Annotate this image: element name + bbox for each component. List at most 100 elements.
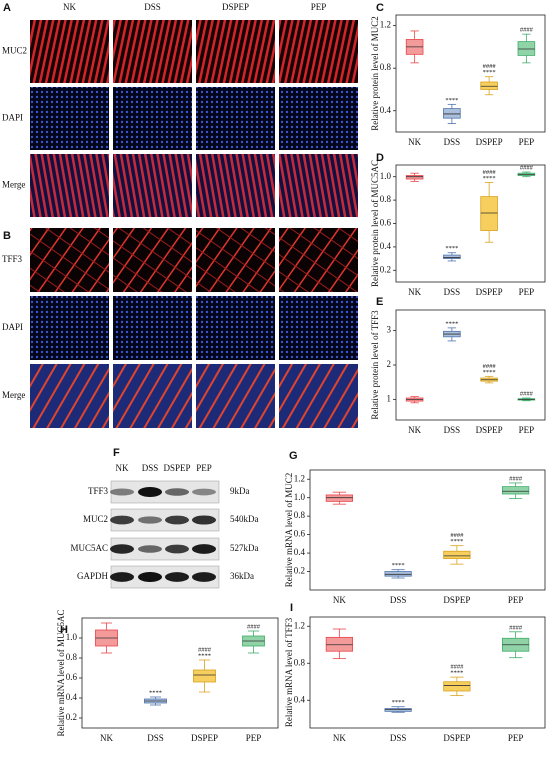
panel-letter: H [60,624,68,636]
y-tick-label: 0.4 [294,694,306,704]
x-tick-label: PEP [519,287,535,297]
y-tick-label: 0.8 [380,62,392,72]
x-tick-label: DSS [444,425,461,435]
blot-band [165,488,189,496]
panel-letter: A [3,2,11,14]
micrograph [113,228,192,292]
significance: #### [509,475,523,482]
blot-band [110,515,134,525]
box [384,571,412,577]
y-tick-label: 0.6 [66,672,78,682]
blot-column: DSPEP [163,463,190,473]
blot-band [192,544,216,554]
significance: **** [392,699,405,706]
blot-size: 9kDa [230,486,250,496]
micrograph [30,296,109,360]
box [443,550,471,560]
plot-frame [395,164,546,283]
y-tick-label: 0.8 [294,510,306,520]
y-tick-label: 0.4 [294,547,306,557]
box [502,486,530,495]
x-tick-label: DSS [444,287,461,297]
box [325,636,353,652]
panel-letter: B [3,230,11,242]
row-label: MUC2 [2,46,27,56]
blot-size: 527kDa [230,543,259,553]
x-tick-label: DSS [147,733,164,743]
row-label: DAPI [2,322,23,332]
y-tick-label: 0.8 [294,657,306,667]
significance: **** [149,689,162,696]
y-tick-label: 1.0 [380,171,392,181]
box [443,681,471,692]
micrograph [279,364,358,428]
plot-frame [309,469,546,591]
blot-band [138,572,162,582]
significance: #### [520,165,534,172]
significance: #### [450,532,464,539]
box [405,175,424,180]
y-axis-label: Relative protein level of MUC2 [370,16,380,130]
significance: **** [483,175,496,182]
y-tick-label: 0.2 [294,566,305,576]
micrograph [113,296,192,360]
blot-column: DSS [142,463,159,473]
box [325,494,353,502]
row-label: Merge [2,180,25,190]
plot-frame [395,309,546,421]
panel-letter: C [376,2,384,14]
blot-band [165,515,189,525]
panel-letter: F [113,447,120,459]
box [480,81,498,90]
plot-frame [395,14,546,133]
y-tick-label: 0.2 [380,264,391,274]
micrograph [113,154,192,217]
blot-band [138,487,162,497]
significance: **** [483,69,496,76]
y-tick-label: 1 [387,393,392,403]
significance: #### [520,27,534,34]
micrograph [30,364,109,428]
micrograph [279,87,358,150]
significance: #### [483,169,497,176]
box [443,108,461,119]
significance: **** [392,562,405,569]
x-tick-label: PEP [508,595,524,605]
column-label: PEP [311,2,327,12]
blot-band [110,572,134,582]
blot-band [138,516,162,524]
row-label: TFF3 [2,254,23,264]
row-label: DAPI [2,113,23,123]
x-tick-label: PEP [246,733,262,743]
y-tick-label: 1.0 [294,492,306,502]
y-tick-label: 3 [387,325,392,335]
x-tick-label: NK [100,733,113,743]
blot-row: MUC5AC [70,543,108,553]
column-label: NK [63,2,76,12]
micrograph [113,364,192,428]
x-tick-label: DSS [390,733,407,743]
significance: **** [483,369,496,376]
plot-frame [309,616,546,729]
significance: **** [450,538,463,545]
y-tick-label: 0.2 [66,712,77,722]
y-tick-label: 0.8 [66,652,78,662]
x-tick-label: DSPEP [191,733,218,743]
blot-row: TFF3 [88,486,109,496]
x-tick-label: DSPEP [476,287,503,297]
box [384,708,412,712]
y-tick-label: 0.4 [380,105,392,115]
x-tick-label: PEP [519,425,535,435]
blot-band [110,488,134,496]
y-tick-label: 1.2 [294,473,305,483]
blot-band [192,572,216,582]
blot-band [165,572,189,582]
significance: #### [198,646,212,653]
blot-band [192,515,216,525]
x-tick-label: DSS [390,595,407,605]
y-tick-label: 0.8 [380,194,392,204]
micrograph [30,228,109,292]
y-tick-label: 1.0 [66,632,78,642]
micrograph [279,228,358,292]
y-axis-label: Relative mRNA level of MUC2 [284,473,294,588]
